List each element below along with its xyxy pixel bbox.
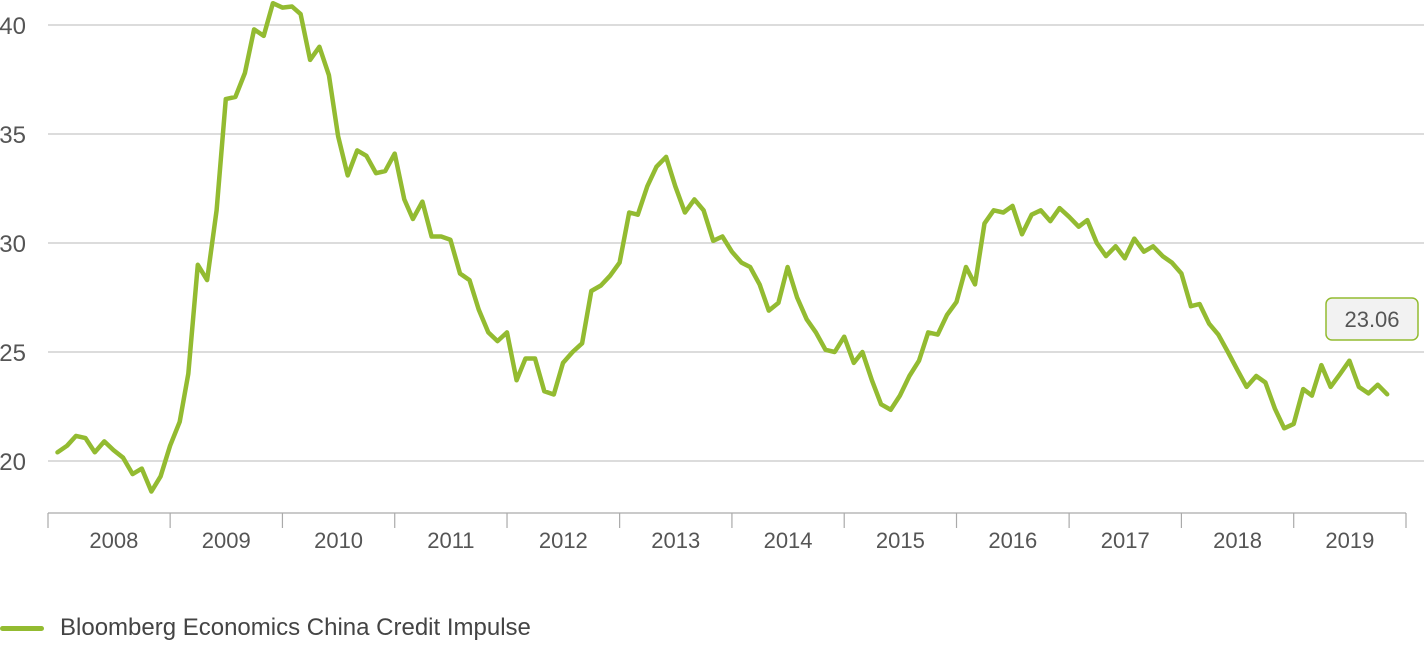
legend: Bloomberg Economics China Credit Impulse: [0, 608, 531, 648]
x-tick-label: 2013: [651, 528, 700, 553]
value-callout-box: [1325, 297, 1419, 341]
y-tick-label: 40: [0, 13, 26, 40]
y-tick-label: 30: [0, 231, 26, 258]
x-tick-label: 2010: [314, 528, 363, 553]
legend-swatch: [0, 625, 44, 631]
x-tick-label: 2014: [764, 528, 813, 553]
x-tick-label: 2018: [1213, 528, 1262, 553]
x-tick-label: 2017: [1101, 528, 1150, 553]
y-tick-label: 25: [0, 340, 26, 367]
legend-label: Bloomberg Economics China Credit Impulse: [60, 614, 531, 641]
y-tick-label: 35: [0, 122, 26, 149]
x-tick-label: 2011: [427, 528, 474, 553]
x-tick-label: 2008: [89, 528, 138, 553]
y-tick-label: 20: [0, 449, 26, 476]
line-chart: 20 25 30 35 40 2008 2009 2010 2011 2012 2013 2014 20…: [0, 0, 1424, 553]
x-tick-label: 2012: [539, 528, 588, 553]
x-tick-label: 2009: [202, 528, 251, 553]
x-tick-label: 2016: [988, 528, 1037, 553]
value-callout-label: 23.06: [1344, 307, 1399, 332]
x-tick-label: 2019: [1325, 528, 1374, 553]
series-line: [55, 0, 1390, 494]
x-tick-label: 2015: [876, 528, 925, 553]
